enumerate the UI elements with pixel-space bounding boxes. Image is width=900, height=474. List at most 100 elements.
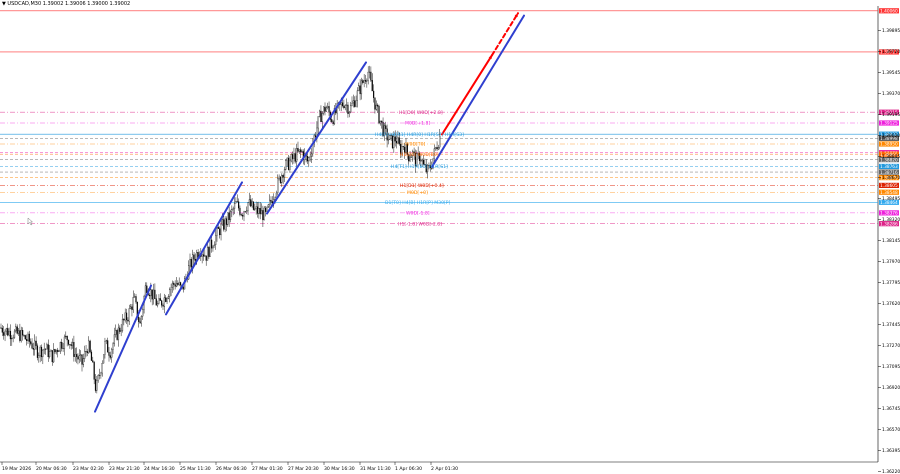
- candle-body: [174, 284, 176, 287]
- candle-body: [61, 342, 63, 349]
- y-tick-label: 1.39720: [882, 49, 900, 55]
- level-price-badge: [879, 169, 899, 175]
- candle-body: [350, 105, 352, 113]
- candle-body: [306, 156, 309, 162]
- candle-body: [414, 152, 417, 167]
- trendline-red-forecast-dashed: [491, 12, 519, 57]
- candle-body: [425, 164, 427, 172]
- candle-body: [135, 296, 137, 303]
- candle-body: [260, 210, 263, 215]
- candle-body: [385, 125, 387, 129]
- candle-body: [429, 165, 431, 169]
- candle-body: [290, 154, 292, 162]
- x-tick-label: 20 Mar 06:30: [36, 466, 67, 472]
- candle-body: [202, 254, 205, 257]
- candle-body: [360, 80, 363, 95]
- candle-body: [345, 104, 348, 106]
- candle-body: [28, 333, 30, 342]
- candle-body: [417, 152, 419, 154]
- candle-body: [279, 176, 282, 183]
- candle-body: [340, 102, 342, 105]
- candle-body: [232, 208, 234, 210]
- candle-body: [158, 298, 160, 304]
- y-tick-label: 1.39020: [882, 133, 900, 139]
- candle-body: [372, 90, 375, 98]
- level-label: H1[-1.8] W0D[-2.8]: [398, 221, 442, 227]
- level-price-badge: [879, 221, 899, 227]
- level-price-text: 1.38865: [880, 152, 898, 158]
- candle-body: [378, 106, 380, 124]
- y-tick-label: 1.38320: [882, 217, 900, 223]
- candle-body: [8, 330, 10, 336]
- candle-body: [395, 140, 398, 144]
- y-tick-label: 1.38670: [882, 175, 900, 181]
- candle-body: [248, 199, 250, 203]
- candle-body: [215, 235, 217, 246]
- candle-body: [173, 282, 175, 285]
- candle-body: [86, 351, 88, 353]
- trendline-red-forecast: [441, 54, 493, 136]
- candle-body: [96, 380, 98, 391]
- candle-body: [401, 146, 403, 155]
- candle-body: [341, 102, 344, 107]
- level-price-badge: [879, 189, 899, 195]
- candle-body: [162, 305, 164, 307]
- y-tick-label: 1.39895: [882, 28, 900, 34]
- level-label: H1[D0] W0D[+2.8]: [399, 110, 443, 116]
- level-price-badge: [879, 163, 899, 170]
- candle-body: [161, 300, 163, 306]
- candle-body: [219, 228, 221, 236]
- level-price-badge: [879, 199, 899, 205]
- candle-body: [193, 254, 195, 260]
- candle-body: [348, 111, 350, 114]
- candle-body: [101, 363, 103, 374]
- level-price-badge: [879, 151, 899, 157]
- candle-body: [107, 340, 109, 353]
- candle-body: [377, 104, 379, 107]
- candle-body: [351, 102, 353, 106]
- level-price-text: 1.38376: [880, 211, 898, 217]
- candle-body: [90, 351, 93, 361]
- candle-body: [94, 379, 97, 391]
- candle-body: [355, 100, 357, 107]
- y-tick-label: 1.38845: [882, 154, 900, 160]
- candle-body: [55, 349, 57, 353]
- candle-body: [132, 296, 134, 310]
- candle-body: [264, 207, 267, 212]
- candle-body: [111, 349, 113, 358]
- candle-body: [36, 345, 39, 358]
- candle-body: [38, 355, 40, 358]
- candle-body: [97, 375, 99, 381]
- candle-body: [67, 339, 70, 345]
- candle-body: [356, 90, 359, 101]
- candle-body: [17, 330, 20, 334]
- candle-body: [40, 346, 43, 358]
- level-label: H1[D0] W0D[B0]: [400, 152, 439, 158]
- candle-body: [300, 149, 302, 152]
- candle-body: [282, 175, 284, 178]
- candle-body: [277, 178, 279, 194]
- candle-body: [105, 340, 107, 342]
- candle-body: [117, 327, 120, 340]
- candle-body: [3, 332, 5, 336]
- candle-body: [293, 153, 295, 159]
- candle-body: [76, 354, 78, 357]
- candle-body: [24, 335, 26, 340]
- candle-body: [320, 110, 322, 123]
- level-price-badge: [879, 182, 899, 188]
- candle-body: [381, 120, 383, 123]
- candle-body: [112, 343, 114, 350]
- candle-body: [7, 328, 9, 336]
- candle-body: [35, 340, 37, 346]
- candle-body: [255, 206, 257, 209]
- candle-body: [358, 85, 360, 91]
- level-label: H4[0] H4[R1] H4R[0] H1R[S7] H1R[S3]: [375, 132, 464, 138]
- candle-body: [47, 344, 49, 358]
- candle-body: [42, 349, 44, 358]
- candle-body: [73, 342, 75, 357]
- candle-body: [296, 148, 298, 162]
- candle-body: [287, 157, 290, 170]
- candle-body: [252, 201, 255, 210]
- candle-body: [49, 351, 51, 358]
